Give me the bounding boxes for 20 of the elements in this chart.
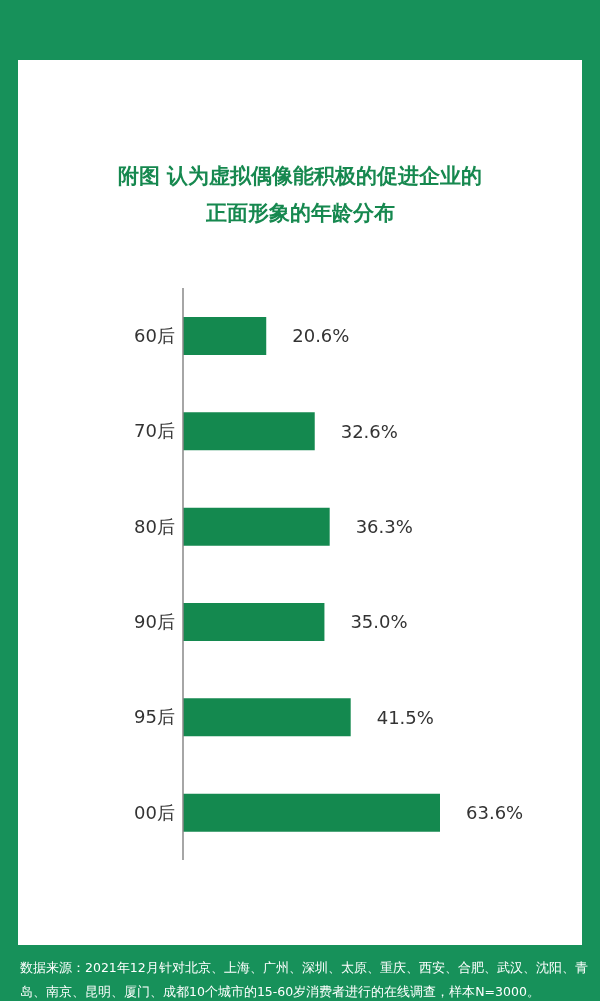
data-label: 41.5% [376, 706, 434, 728]
bar [183, 412, 315, 451]
data-label: 63.6% [466, 802, 524, 824]
data-label: 35.0% [350, 611, 408, 633]
bar [183, 698, 351, 737]
y-tick-label: 60后 [134, 325, 175, 347]
y-tick-label: 90后 [134, 611, 175, 633]
bar [183, 507, 330, 546]
data-label: 20.6% [292, 325, 350, 347]
source-note: 数据来源：2021年12月针对北京、上海、广州、深圳、太原、重庆、西安、合肥、武汉、沈阳、青岛、南京、昆明、厦门、成都10个城市的15-60岁消费者进行的在线调查，样本N=3000。 [20, 959, 589, 1001]
data-label: 36.3% [355, 516, 413, 538]
y-tick-label: 95后 [134, 706, 175, 728]
bar [183, 793, 440, 832]
bar [183, 603, 325, 641]
data-label: 32.6% [340, 420, 398, 442]
y-tick-label: 70后 [134, 420, 175, 442]
y-tick-label: 00后 [134, 801, 175, 823]
chart-title: 附图 认为虚拟偶像能积极的促进企业的正面形象的年龄分布 [116, 163, 484, 227]
bar [183, 317, 267, 355]
y-tick-label: 80后 [134, 515, 175, 537]
